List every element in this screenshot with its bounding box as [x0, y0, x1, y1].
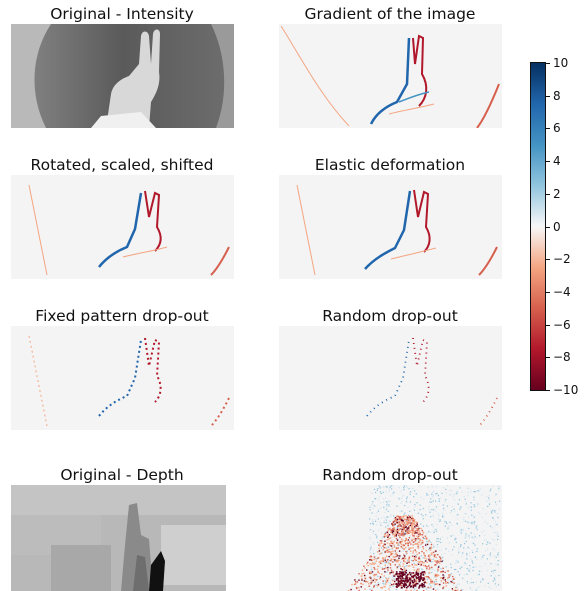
colorbar-tick: [546, 63, 550, 64]
title-fixed-dropout: Fixed pattern drop-out: [0, 307, 252, 325]
image-rotated: [11, 175, 234, 279]
colorbar-tick: [546, 161, 550, 162]
title-orig-depth: Original - Depth: [0, 466, 252, 484]
title-elastic: Elastic deformation: [260, 156, 520, 174]
colorbar-tick-label: 4: [553, 155, 561, 167]
title-random-dropout-2: Random drop-out: [260, 466, 520, 484]
colorbar-tick: [546, 194, 550, 195]
colorbar-tick: [546, 128, 550, 129]
colorbar-tick: [546, 96, 550, 97]
colorbar-tick: [546, 227, 550, 228]
colorbar-tick-label: −8: [553, 351, 571, 363]
colorbar-tick-label: 0: [553, 221, 561, 233]
colorbar-tick-label: −2: [553, 253, 571, 265]
image-random-dropout-1: [279, 326, 502, 430]
colorbar-tick-label: 2: [553, 188, 561, 200]
image-fixed-dropout: [11, 326, 234, 430]
title-random-dropout-1: Random drop-out: [260, 307, 520, 325]
image-gradient: [279, 24, 502, 128]
title-orig-intensity: Original - Intensity: [0, 5, 252, 23]
colorbar-tick-label: 8: [553, 90, 561, 102]
colorbar-gradient: [530, 62, 546, 391]
colorbar-tick-label: −4: [553, 286, 571, 298]
colorbar-tick: [546, 357, 550, 358]
colorbar-tick-label: −6: [553, 319, 571, 331]
colorbar-tick-label: 6: [553, 122, 561, 134]
colorbar-tick: [546, 259, 550, 260]
image-random-dropout-2: [279, 485, 502, 591]
colorbar-tick-label: −10: [553, 384, 578, 396]
colorbar-tick: [546, 325, 550, 326]
colorbar-tick: [546, 390, 550, 391]
colorbar-tick: [546, 292, 550, 293]
title-gradient: Gradient of the image: [260, 5, 520, 23]
colorbar-tick-label: 10: [553, 57, 568, 69]
image-elastic: [279, 175, 502, 279]
title-rotated: Rotated, scaled, shifted: [0, 156, 252, 174]
image-orig-depth: [11, 485, 234, 591]
image-orig-intensity: [11, 24, 234, 128]
